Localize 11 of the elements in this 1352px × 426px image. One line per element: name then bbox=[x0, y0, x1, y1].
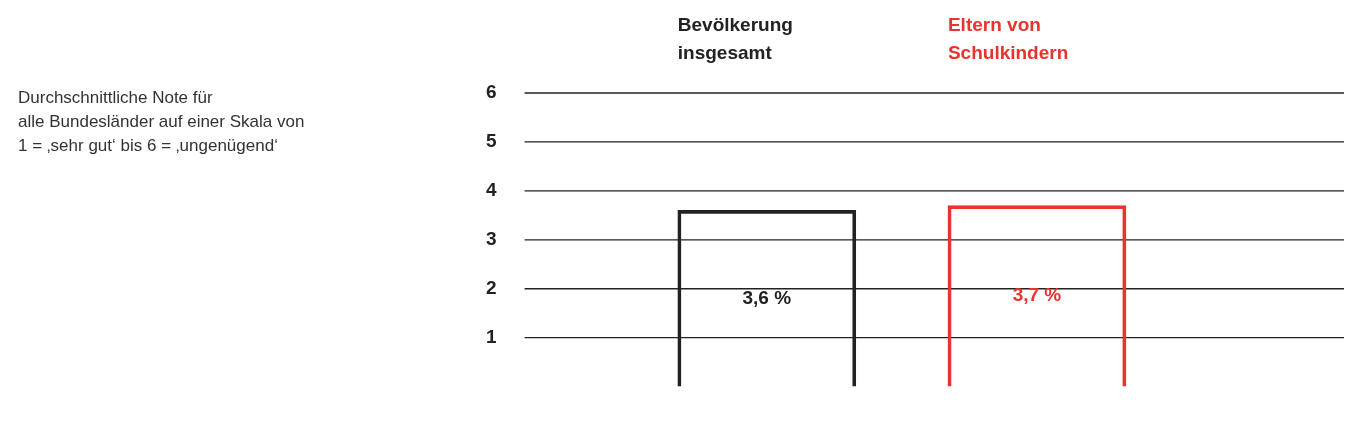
data-label: 3,7 % bbox=[1012, 284, 1062, 306]
y-tick-label: 5 bbox=[485, 130, 497, 152]
x-tick-label: Bevölkerung insgesamt bbox=[677, 13, 793, 63]
text: Durchschnittliche Note für alle Bundesländer auf einer Skala von 1 = ‚sehr gut‘ bis 6 = ‚ungenügend‘ bbox=[18, 88, 305, 156]
data-label: 3,6 % bbox=[742, 286, 792, 308]
x-tick-label: Eltern von Schulkindern bbox=[947, 13, 1069, 63]
y-tick-label: 1 bbox=[485, 325, 497, 347]
y-tick-label: 2 bbox=[485, 276, 497, 298]
y-tick-label: 6 bbox=[485, 81, 497, 103]
y-tick-label: 3 bbox=[485, 228, 497, 250]
y-tick-label: 4 bbox=[485, 179, 497, 201]
